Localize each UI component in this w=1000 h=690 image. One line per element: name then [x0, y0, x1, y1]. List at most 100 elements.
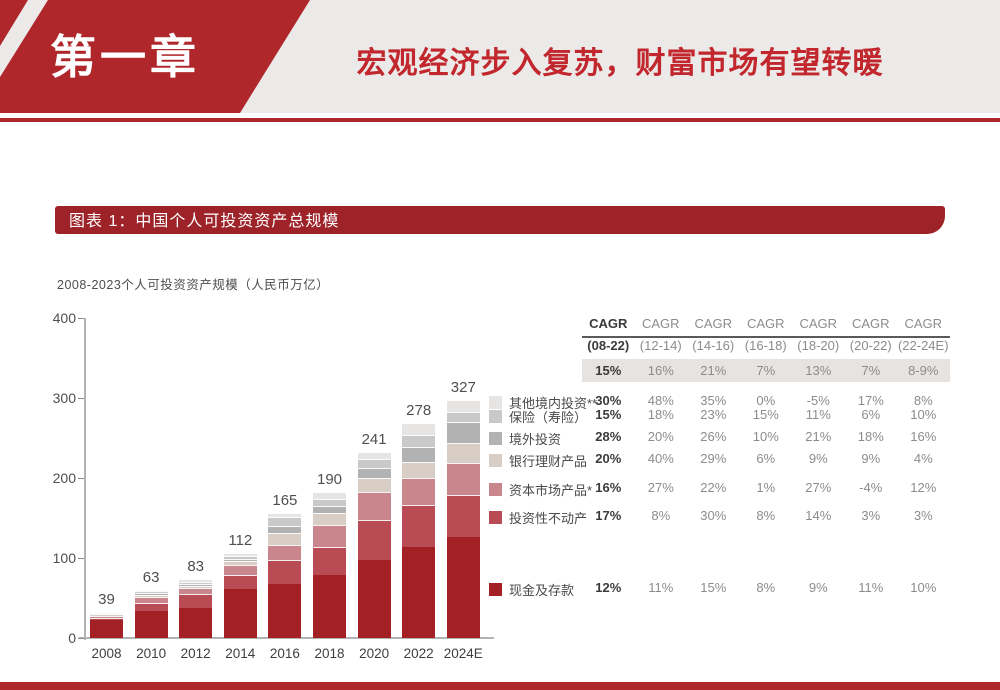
bar-segment: [357, 560, 391, 638]
table-cell: (18-20): [797, 338, 840, 353]
table-cell: 8-9%: [908, 363, 939, 378]
bar-segment: [179, 586, 213, 589]
legend-item: 银行理财产品: [489, 451, 587, 470]
bar-segment: [313, 525, 346, 547]
table-cell: 20%: [647, 429, 674, 444]
x-tick-label: 2008: [91, 646, 122, 661]
table-cell: 18%: [647, 407, 674, 422]
bar-segment: [268, 512, 302, 518]
bar-total-label: 39: [98, 591, 115, 609]
bar-segment: [313, 513, 346, 525]
table-data-row: 12% 11% 15% 8% 9% 11% 10%: [582, 580, 950, 595]
table-cell: 30%: [700, 508, 727, 523]
table-cell: (22-24E): [897, 338, 949, 353]
bar-segment: [402, 461, 436, 479]
table-cell: 7%: [861, 363, 881, 378]
bar-segment: [313, 491, 346, 499]
bar-total-label: 278: [406, 402, 432, 420]
table-cell: 12%: [910, 480, 937, 495]
bar-segment: [402, 435, 436, 447]
bar-segment: [179, 579, 213, 582]
table-cell: 17%: [595, 508, 622, 523]
bar-segment: [357, 459, 391, 468]
table-cell: 48%: [647, 393, 674, 408]
table-cell: (20-22): [849, 338, 892, 353]
table-cell: CAGR: [904, 316, 943, 331]
bar-segment: [268, 545, 302, 560]
y-tick-mark: [78, 318, 84, 319]
table-cell: (12-14): [639, 338, 682, 353]
table-data-row: 17% 8% 30% 8% 14% 3% 3%: [582, 508, 950, 523]
y-tick-mark: [78, 638, 84, 639]
table-cell: 7%: [756, 363, 776, 378]
bar-segment: [90, 612, 123, 614]
bar-segment: [446, 495, 480, 537]
legend-item: 投资性不动产: [489, 508, 587, 527]
table-data-row: 30% 48% 35% 0% -5% 17% 8%: [582, 393, 950, 408]
table-cell: 1%: [756, 480, 776, 495]
table-cell: 6%: [756, 451, 776, 466]
bar-segment: [134, 590, 168, 592]
bar-total-label: 112: [228, 532, 253, 550]
table-cell: 21%: [805, 429, 832, 444]
table-cell: 14%: [805, 508, 832, 523]
bar-segment: [179, 608, 213, 638]
table-cell: 10%: [752, 429, 779, 444]
table-cell: (08-22): [587, 338, 630, 353]
bar-segment: [268, 525, 302, 533]
table-header-rule: [582, 336, 950, 338]
bar-segment: [446, 411, 480, 422]
table-cell: CAGR: [851, 316, 890, 331]
legend-label: 境外投资: [509, 432, 562, 447]
table-cell: 11%: [858, 580, 884, 595]
x-tick-label: 2012: [180, 646, 211, 661]
page-title: 宏观经济步入复苏，财富市场有望转暖: [356, 47, 884, 80]
table-cell: CAGR: [746, 316, 785, 331]
y-tick-mark: [78, 558, 84, 559]
table-data-row: 28% 20% 26% 10% 21% 18% 16%: [582, 429, 950, 444]
x-tick-label: 2022: [403, 646, 434, 661]
table-data-row: 16% 27% 22% 1% 27% -4% 12%: [582, 480, 950, 495]
table-header-row1: CAGR CAGR CAGR CAGR CAGR CAGR CAGR: [582, 316, 950, 331]
bar-segment: [179, 582, 213, 584]
table-cell: 11%: [805, 407, 831, 422]
bar-total-label: 165: [272, 491, 298, 509]
bar-segment: [446, 463, 480, 495]
bar-segment: [223, 561, 257, 565]
table-total-row-highlight: [582, 359, 950, 382]
y-tick-label: 400: [52, 310, 76, 326]
bar-segment: [134, 591, 168, 593]
table-cell: 10%: [910, 580, 937, 595]
legend-label: 投资性不动产: [509, 511, 588, 526]
bar-segment: [402, 423, 436, 436]
table-cell: 8%: [756, 580, 776, 595]
table-cell: 12%: [595, 580, 622, 595]
table-cell: 4%: [913, 451, 933, 466]
bar-segment: [357, 467, 391, 479]
figure-banner: 图表 1：中国个人可投资资产总规模: [55, 206, 945, 234]
legend-item: 保险（寿险）: [489, 407, 587, 426]
table-cell: 29%: [700, 451, 727, 466]
bar-segment: [223, 575, 257, 590]
legend-item: 境外投资: [489, 429, 561, 448]
bar-segment: [90, 616, 123, 618]
table-total-row: 15% 16% 21% 7% 13% 7% 8-9%: [582, 363, 950, 378]
table-cell: 15%: [700, 580, 727, 595]
table-cell: 15%: [752, 407, 779, 422]
legend-swatch: [489, 396, 502, 409]
bar-segment: [90, 618, 123, 621]
table-cell: 10%: [910, 407, 937, 422]
bar-segment: [402, 478, 436, 505]
table-cell: 18%: [857, 429, 884, 444]
table-cell: CAGR: [799, 316, 838, 331]
bar-segment: [446, 400, 480, 412]
bar-segment: [357, 491, 391, 520]
table-cell: 16%: [647, 363, 674, 378]
legend-item: 现金及存款: [489, 580, 574, 599]
bar-segment: [357, 520, 391, 560]
bar-segment: [313, 505, 346, 514]
figure-subtitle: 2008-2023个人可投资资产规模（人民币万亿）: [57, 278, 330, 292]
bar-segment: [402, 446, 436, 462]
bar-segment: [179, 594, 213, 609]
